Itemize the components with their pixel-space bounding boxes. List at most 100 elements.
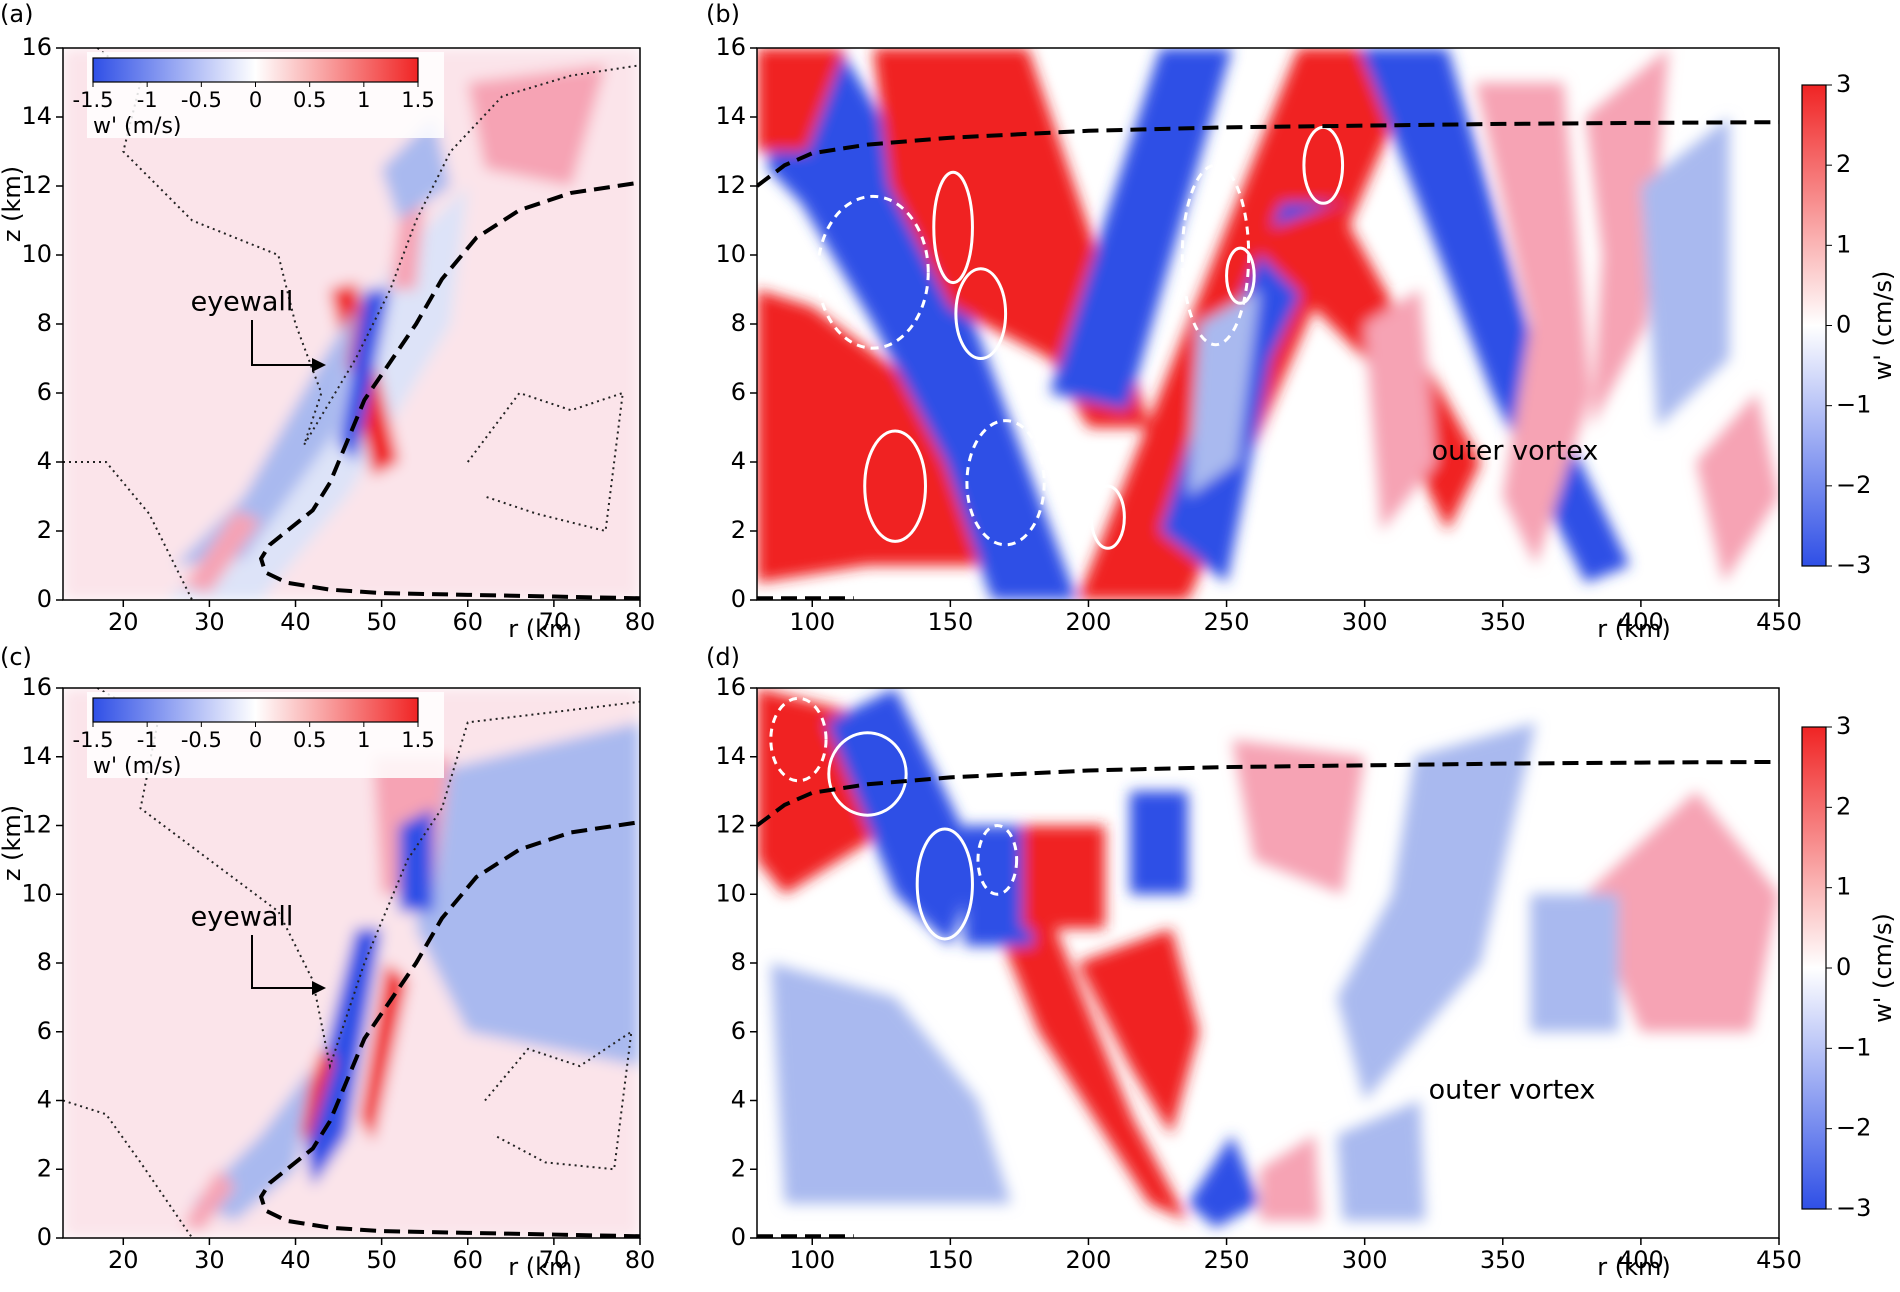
x-tick-label: 20 <box>108 1246 139 1274</box>
x-tick-label: 80 <box>625 1246 656 1274</box>
field-pattern <box>63 688 640 1238</box>
panel-label: (c) <box>0 643 32 671</box>
colorbar-tick-label: −3 <box>1836 1194 1871 1222</box>
colorbar-tick-label: 2 <box>1836 792 1851 820</box>
field-blob <box>304 928 382 1187</box>
annotation: outer vortex <box>1432 436 1599 467</box>
y-tick-label: 0 <box>731 585 746 613</box>
y-tick-label: 2 <box>731 516 746 544</box>
y-tick-label: 4 <box>37 1086 52 1114</box>
x-axis-label: r (km) <box>1597 615 1671 643</box>
field-pattern <box>63 48 640 600</box>
colorbar-tick-label: −3 <box>1836 551 1871 579</box>
y-tick-label: 0 <box>731 1223 746 1251</box>
colorbar-tick-label: -0.5 <box>181 728 222 752</box>
y-tick-label: 12 <box>21 811 52 839</box>
contour-dotted <box>484 1029 633 1171</box>
colorbar <box>1801 84 1827 567</box>
x-tick-label: 400 <box>1618 1246 1664 1274</box>
y-tick-label: 14 <box>21 742 52 770</box>
x-tick-label: 250 <box>1204 608 1250 636</box>
colorbar-tick-label: 0 <box>1836 311 1851 339</box>
x-tick-label: 350 <box>1480 1246 1526 1274</box>
y-tick-label: 14 <box>715 102 746 130</box>
colorbar-tick-label: -1.5 <box>73 728 114 752</box>
field-blob <box>183 510 262 594</box>
colorbar-tick-label: 1 <box>1836 230 1851 258</box>
y-tick-label: 12 <box>21 171 52 199</box>
contour-white <box>827 731 908 817</box>
colorbar-tick-label: -1 <box>137 728 158 752</box>
field-blob <box>1187 1134 1260 1228</box>
y-axis-label: z (km) <box>0 166 26 242</box>
colorbar-tick-label: 1.5 <box>401 728 434 752</box>
field-blob <box>1232 739 1365 895</box>
field-blob <box>1585 48 1669 428</box>
arrow-head <box>312 981 326 995</box>
colorbar-tick-label: 0 <box>249 88 262 112</box>
contour-white <box>1225 246 1256 305</box>
y-tick-label: 10 <box>715 879 746 907</box>
dashed-line <box>757 120 1779 188</box>
contour-white <box>965 419 1046 547</box>
x-tick-label: 350 <box>1480 608 1526 636</box>
contour-white <box>954 267 1008 360</box>
contour-dotted <box>96 48 640 446</box>
x-tick-label: 70 <box>539 608 570 636</box>
dashed-line <box>258 180 640 600</box>
colorbar-tick-label: 0.5 <box>293 728 326 752</box>
field-blob <box>174 306 356 566</box>
field-blob <box>295 1048 335 1142</box>
colorbar-tick-label: -1.5 <box>73 88 114 112</box>
x-tick-label: 450 <box>1756 1246 1802 1274</box>
annotation-arrow <box>251 935 312 989</box>
field-blob <box>467 65 606 186</box>
field-pattern <box>757 688 1779 1228</box>
field-blob <box>183 1169 236 1232</box>
colorbar-tick-label: −1 <box>1836 1033 1871 1061</box>
field-blob <box>338 289 391 462</box>
colorbar-tick-label: 0 <box>1836 953 1851 981</box>
y-tick-label: 0 <box>37 1223 52 1251</box>
y-tick-label: 16 <box>21 673 52 701</box>
y-tick-label: 14 <box>715 742 746 770</box>
colorbar-tick-label: -1 <box>137 88 158 112</box>
field-blob <box>390 203 425 290</box>
x-tick-label: 30 <box>194 1246 225 1274</box>
colorbar-label: w' (cm/s) <box>1869 271 1897 381</box>
colorbar-label: w' (m/s) <box>93 754 182 779</box>
y-tick-label: 0 <box>37 585 52 613</box>
field <box>63 688 640 1238</box>
x-tick-label: 80 <box>625 608 656 636</box>
colorbar <box>1801 726 1827 1210</box>
colorbar-tick-label: 0 <box>249 728 262 752</box>
contour-white <box>915 827 974 941</box>
x-tick-label: 40 <box>280 1246 311 1274</box>
colorbar-tick-label: 1 <box>1836 873 1851 901</box>
x-tick-label: 300 <box>1342 1246 1388 1274</box>
y-tick-label: 16 <box>715 673 746 701</box>
y-tick-label: 10 <box>21 879 52 907</box>
y-tick-label: 2 <box>731 1154 746 1182</box>
x-axis-label: r (km) <box>508 1253 582 1281</box>
field-pattern <box>757 48 1779 600</box>
x-tick-label: 200 <box>1066 608 1112 636</box>
y-tick-label: 16 <box>715 33 746 61</box>
x-tick-label: 400 <box>1618 608 1664 636</box>
colorbar-tick-label: −1 <box>1836 391 1871 419</box>
colorbar-tick-label: 2 <box>1836 150 1851 178</box>
field-blob <box>770 963 1012 1204</box>
y-tick-label: 10 <box>715 240 746 268</box>
y-tick-label: 4 <box>731 1086 746 1114</box>
x-tick-label: 20 <box>108 608 139 636</box>
y-tick-label: 2 <box>37 516 52 544</box>
field-blob <box>964 825 1034 946</box>
colorbar-label: w' (m/s) <box>93 114 182 139</box>
colorbar-tick-label: -0.5 <box>181 88 222 112</box>
y-tick-label: 8 <box>731 948 746 976</box>
y-tick-label: 16 <box>21 33 52 61</box>
contour-white <box>769 696 828 783</box>
annotation: eyewall <box>191 902 294 933</box>
field-blob <box>1129 791 1188 895</box>
